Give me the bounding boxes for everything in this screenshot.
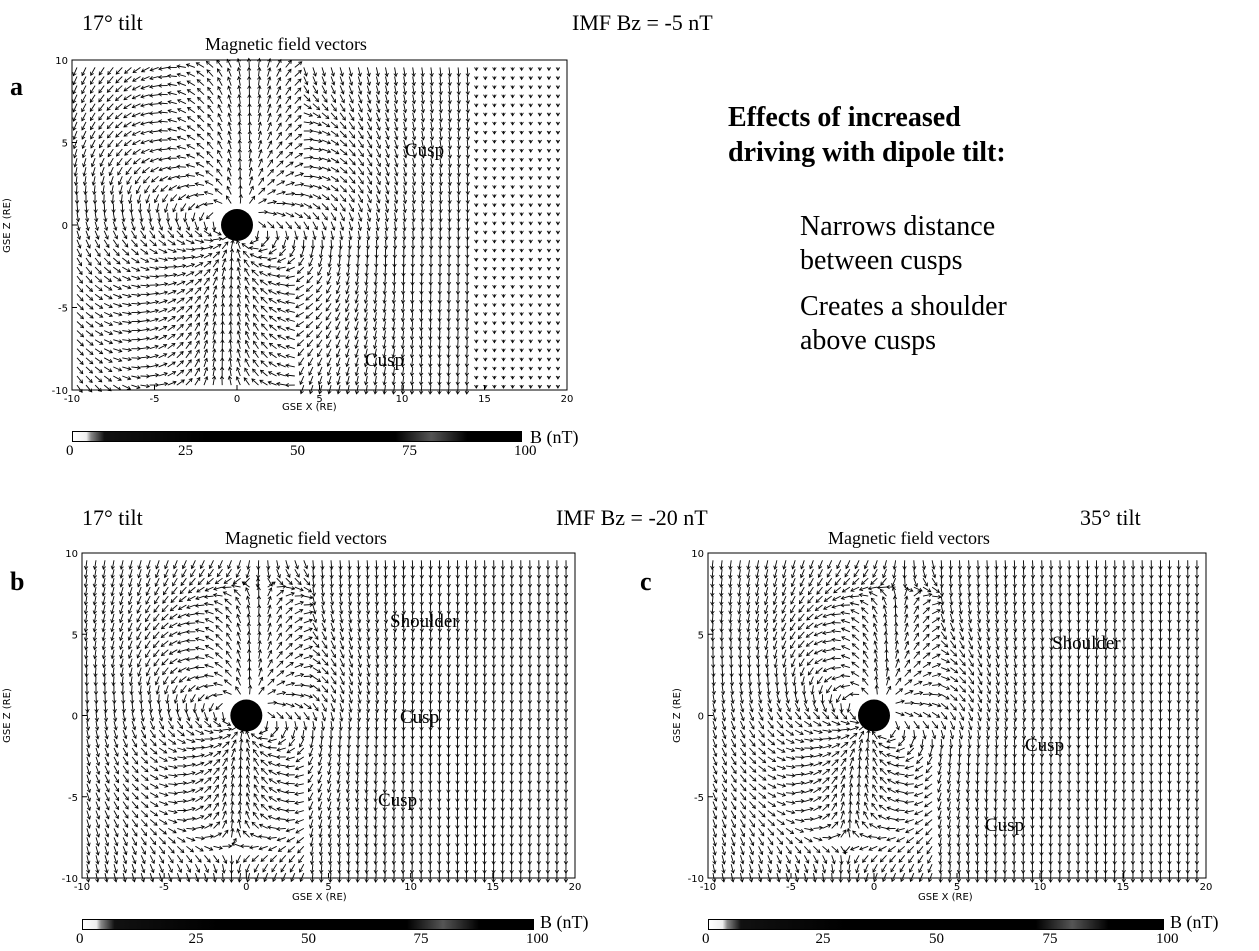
panel_a-xtick-label: 20 xyxy=(561,394,574,405)
panel_b-xtick-label: 15 xyxy=(486,882,499,893)
text-point1-line2: between cusps xyxy=(800,245,963,276)
panel_c-colorbar-tick: 25 xyxy=(815,931,831,947)
panel_b-ytick-label: -5 xyxy=(68,793,78,804)
panel_c-ytick-label: 10 xyxy=(691,549,704,560)
panel_a-colorbar-tick: 0 xyxy=(66,443,74,459)
panel_c-xtick-label: -5 xyxy=(786,882,796,893)
text-point1-line1: Narrows distance xyxy=(800,211,996,242)
panel_b-xtick-label: 5 xyxy=(325,882,331,893)
panel_a-xtick-label: 15 xyxy=(478,394,491,405)
panel_a-colorbar-tick: 25 xyxy=(178,443,193,459)
panel-c-letter: c xyxy=(640,567,652,596)
panel_b-colorbar-tick: 50 xyxy=(301,931,316,947)
panel-a-letter: a xyxy=(10,72,23,101)
panel_b-colorbar-tick: 0 xyxy=(76,931,84,947)
panel-a-annotation-upper-cusp: Cusp xyxy=(405,140,445,161)
panel_a-colorbar-tick: 100 xyxy=(514,443,537,459)
panel_c-xtick-label: 20 xyxy=(1200,882,1213,893)
panel-b-plot-title: Magnetic field vectors xyxy=(225,528,387,548)
panel_b-xtick-label: -5 xyxy=(159,882,169,893)
panel-a-vector-plot: -10 -5 0 5 10 15 20 10 5 0 -5 -10 xyxy=(52,56,574,405)
panel_b-colorbar-tick: 75 xyxy=(413,931,429,947)
panel_a-ytick-label: -5 xyxy=(58,304,68,315)
panel_a-ytick-label: 5 xyxy=(62,139,68,150)
panel-b-colorbar xyxy=(82,919,534,930)
panel_c-plot-frame xyxy=(707,552,1207,879)
panel_b-ytick-label: 5 xyxy=(72,630,78,641)
panel-b-annotation-upper-cusp: Cusp xyxy=(400,707,440,728)
panel_c-xtick-label: 15 xyxy=(1117,882,1130,893)
panel-a-colorbar-unit: B (nT) xyxy=(530,427,579,447)
panel-a-plot-title: Magnetic field vectors xyxy=(205,34,367,54)
panel_b-colorbar-tick: 25 xyxy=(188,931,204,947)
panel_a-ytick-label: 0 xyxy=(62,221,68,232)
panel_b-xtick-label: -10 xyxy=(74,882,90,893)
panel-a-imf-header: IMF Bz = -5 nT xyxy=(572,10,713,35)
panel_b-earth xyxy=(230,699,263,732)
panel-b-xlabel: GSE X (RE) xyxy=(292,892,347,903)
panel_c-xtick-label: 10 xyxy=(1034,882,1047,893)
text-heading-line2: driving with dipole tilt: xyxy=(728,137,1006,168)
panel_a-ytick-label: -10 xyxy=(52,386,68,397)
panel_b-xtick-label: 20 xyxy=(569,882,582,893)
panel_c-colorbar-tick: 50 xyxy=(929,931,944,947)
panel-a-xlabel: GSE X (RE) xyxy=(282,402,337,413)
panel_c-earth xyxy=(858,699,890,732)
panel-c-annotation-upper-cusp: Cusp xyxy=(1025,735,1065,756)
panel-b-ylabel: GSE Z (RE) xyxy=(1,688,13,743)
panel_c-ytick-label: -5 xyxy=(694,793,704,804)
panel_c-xtick-label: 0 xyxy=(871,882,877,893)
panel-a-ylabel: GSE Z (RE) xyxy=(1,198,13,253)
panel_c-xtick-label: 5 xyxy=(954,882,960,893)
panel_c-xtick-label: -10 xyxy=(700,882,716,893)
panel_b-ytick-label: -10 xyxy=(62,874,78,885)
panel_a-earth xyxy=(221,209,253,241)
text-point2-line1: Creates a shoulder xyxy=(800,291,1007,322)
panel_c-ytick-label: -10 xyxy=(688,874,704,885)
panel_b-vectors xyxy=(83,560,569,883)
panel-b-letter: b xyxy=(10,567,25,596)
text-point2-line2: above cusps xyxy=(800,325,937,356)
panel_a-xtick-label: -5 xyxy=(150,394,160,405)
panel-a-tilt-label: 17° tilt xyxy=(82,10,143,35)
panel_b-xtick-label: 10 xyxy=(404,882,417,893)
text-heading-line1: Effects of increased xyxy=(728,102,961,133)
panel-b-tilt-label: 17° tilt xyxy=(82,505,143,530)
panel_a-xtick-label: 0 xyxy=(234,394,240,405)
panel_a-colorbar-tick: 50 xyxy=(290,443,305,459)
panel-c-colorbar xyxy=(708,919,1164,930)
panel_a-xtick-label: -10 xyxy=(64,394,80,405)
panel_c-ytick-label: 5 xyxy=(698,630,704,641)
panel_a-colorbar-tick: 75 xyxy=(402,443,417,459)
panel-c-tilt-label: 35° tilt xyxy=(1080,505,1141,530)
middle-imf-header: IMF Bz = -20 nT xyxy=(556,505,708,530)
panel-b-annotation-lower-cusp: Cusp xyxy=(378,790,418,811)
panel-c-vector-plot: -10 -5 0 5 10 15 20 10 5 0 -5 -10 xyxy=(688,549,1213,893)
panel_a-ytick-label: 10 xyxy=(55,56,68,67)
panel_c-colorbar-tick: 100 xyxy=(1156,931,1179,947)
panel-c-ylabel: GSE Z (RE) xyxy=(671,688,683,743)
panel_c-vectors xyxy=(710,560,1200,883)
panel_b-colorbar-tick: 100 xyxy=(526,931,549,947)
panel_b-ytick-label: 0 xyxy=(72,712,78,723)
panel-a-colorbar xyxy=(72,431,522,442)
panel_b-xtick-label: 0 xyxy=(243,882,249,893)
panel_c-ytick-label: 0 xyxy=(698,712,704,723)
panel_a-xtick-label: 5 xyxy=(316,394,322,405)
panel-b-colorbar-unit: B (nT) xyxy=(540,912,589,932)
panel_a-vectors xyxy=(72,57,561,395)
panel-b-vector-plot: -10 -5 0 5 10 15 20 10 5 0 -5 -10 xyxy=(62,549,582,893)
panel_b-ytick-label: 10 xyxy=(65,549,78,560)
panel_a-xtick-label: 10 xyxy=(396,394,409,405)
panel-c-plot-title: Magnetic field vectors xyxy=(828,528,990,548)
panel_c-colorbar-tick: 75 xyxy=(1042,931,1058,947)
panel-c-colorbar-unit: B (nT) xyxy=(1170,912,1219,932)
panel-c-xlabel: GSE X (RE) xyxy=(918,892,973,903)
panel-b-annotation-shoulder: Shoulder xyxy=(390,611,459,632)
panel_c-colorbar-tick: 0 xyxy=(702,931,710,947)
